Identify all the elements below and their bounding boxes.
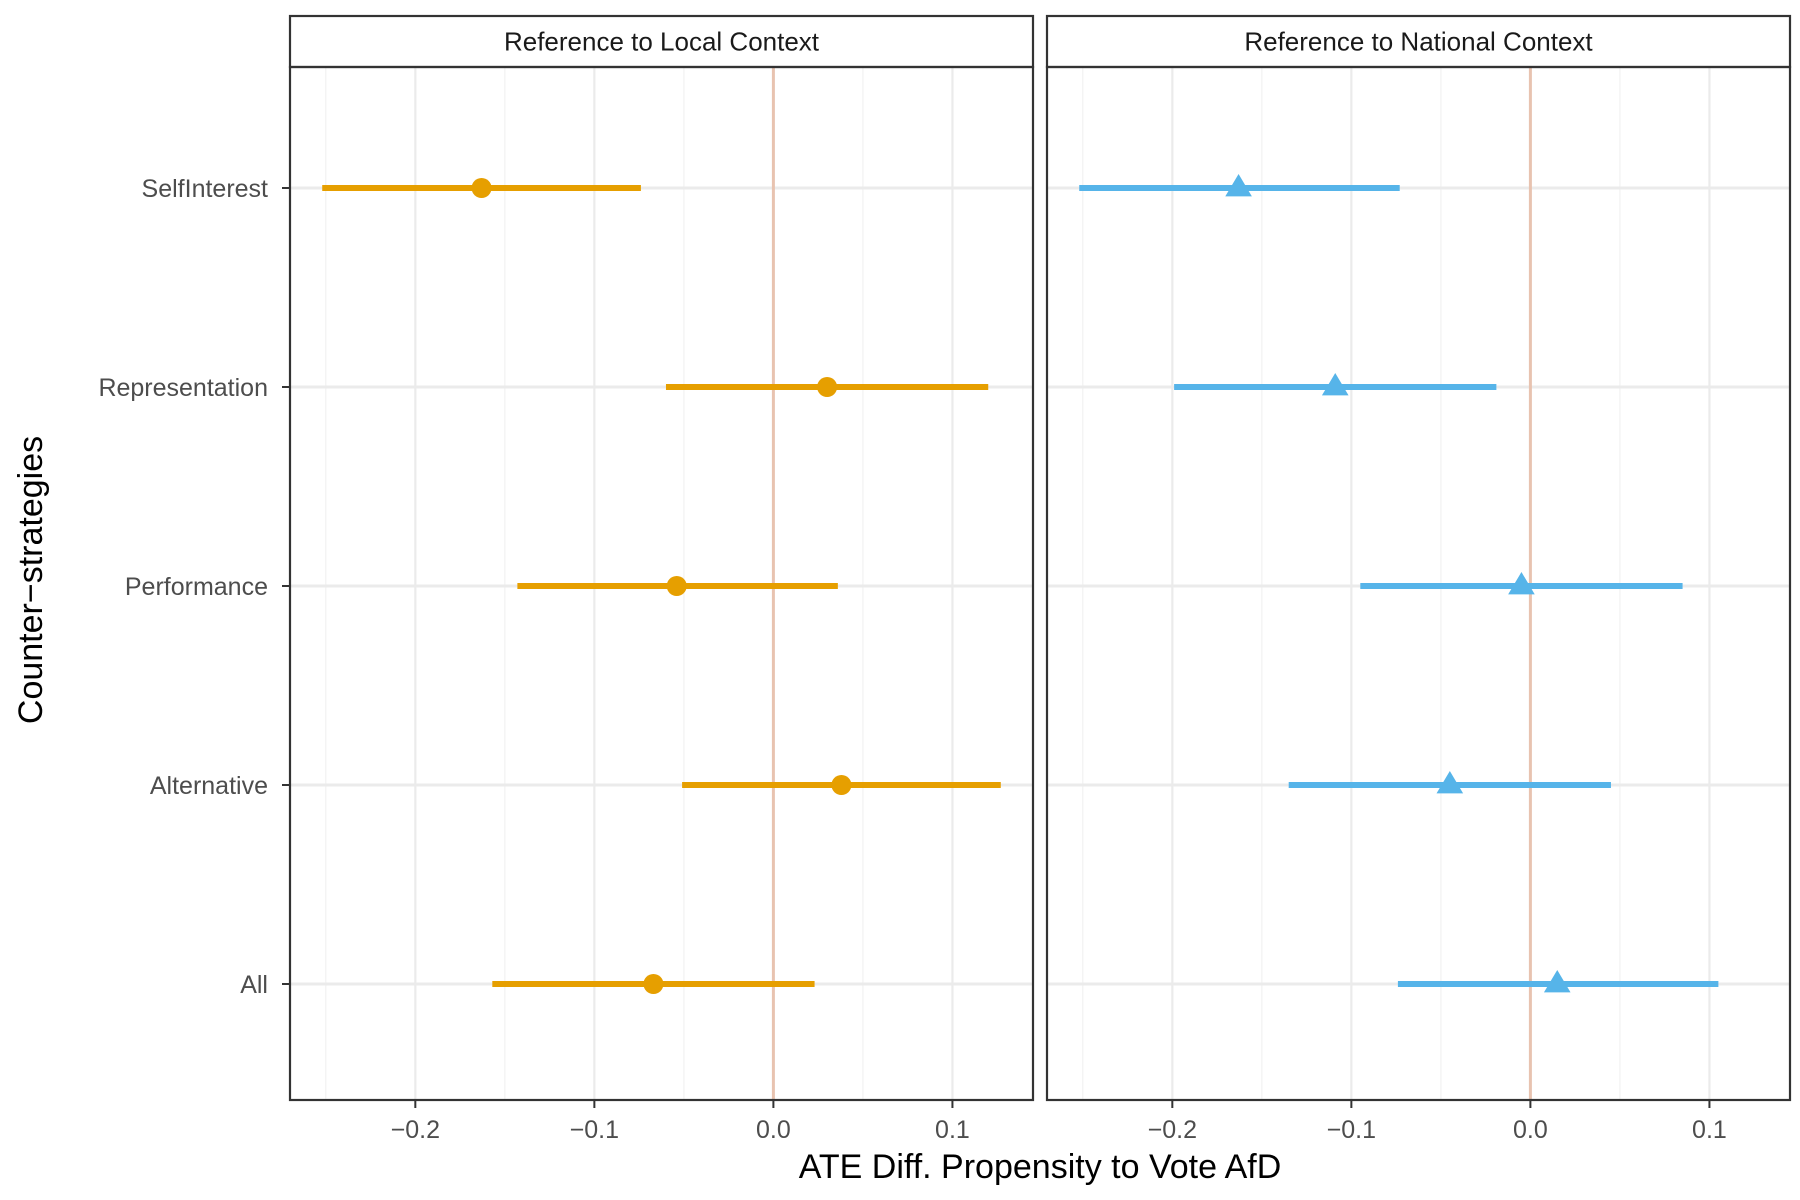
panels: Reference to Local Context −0.2 −0.1 0.0 0.1…	[288, 14, 1792, 1144]
point-estimate-circle	[643, 974, 664, 994]
point-estimate-circle	[831, 775, 852, 795]
y-tick-label-alternative: Alternative	[150, 772, 268, 800]
y-tick-label-selfinterest: SelfInterest	[142, 175, 269, 203]
x-tick-label: −0.2	[391, 1116, 440, 1144]
point-estimate-triangle	[1543, 970, 1571, 993]
y-axis-title: Counter−strategies	[12, 436, 50, 724]
x-tick-label: 0.0	[756, 1116, 791, 1144]
facet-strip	[288, 14, 1035, 69]
data-point-performance	[517, 576, 838, 596]
data-point-all	[1397, 970, 1719, 993]
panel-border	[1045, 65, 1792, 1102]
y-tick-label-all: All	[240, 971, 268, 999]
panel-national: Reference to National Context −0.2 −0.1 0.0…	[1045, 14, 1792, 1144]
facet-strip	[1045, 14, 1792, 69]
data-point-all	[492, 974, 815, 994]
x-tick-label: 0.1	[1692, 1116, 1727, 1144]
point-estimate-circle	[817, 377, 838, 397]
point-estimate-triangle	[1436, 771, 1464, 794]
x-tick-label: −0.2	[1148, 1116, 1197, 1144]
point-estimate-circle	[666, 576, 687, 596]
data-point-representation	[665, 377, 989, 397]
y-tick-label-performance: Performance	[125, 573, 268, 601]
facet-title: Reference to National Context	[1244, 27, 1593, 57]
x-axis-title: ATE Diff. Propensity to Vote AfD	[799, 1148, 1282, 1186]
panel-local: Reference to Local Context −0.2 −0.1 0.0 0.1	[288, 14, 1035, 1144]
point-estimate-triangle	[1321, 373, 1349, 396]
x-tick-label: −0.1	[570, 1116, 619, 1144]
data-point-alternative	[682, 775, 1001, 795]
x-tick-label: −0.1	[1327, 1116, 1376, 1144]
data-point-alternative	[1288, 771, 1611, 794]
data-point-selfinterest	[322, 178, 641, 198]
data-point-selfinterest	[1079, 174, 1400, 197]
data-point-representation	[1174, 373, 1497, 396]
point-estimate-triangle	[1225, 174, 1252, 197]
data-point-performance	[1360, 572, 1683, 595]
y-tick-label-representation: Representation	[98, 374, 268, 402]
y-axis: SelfInterest Representation Performance Alt…	[98, 175, 290, 999]
panel-border	[288, 65, 1035, 1102]
point-estimate-circle	[471, 178, 492, 198]
x-tick-label: 0.0	[1513, 1116, 1548, 1144]
point-estimate-triangle	[1508, 572, 1535, 595]
facet-title: Reference to Local Context	[504, 27, 820, 57]
x-tick-label: 0.1	[935, 1116, 970, 1144]
